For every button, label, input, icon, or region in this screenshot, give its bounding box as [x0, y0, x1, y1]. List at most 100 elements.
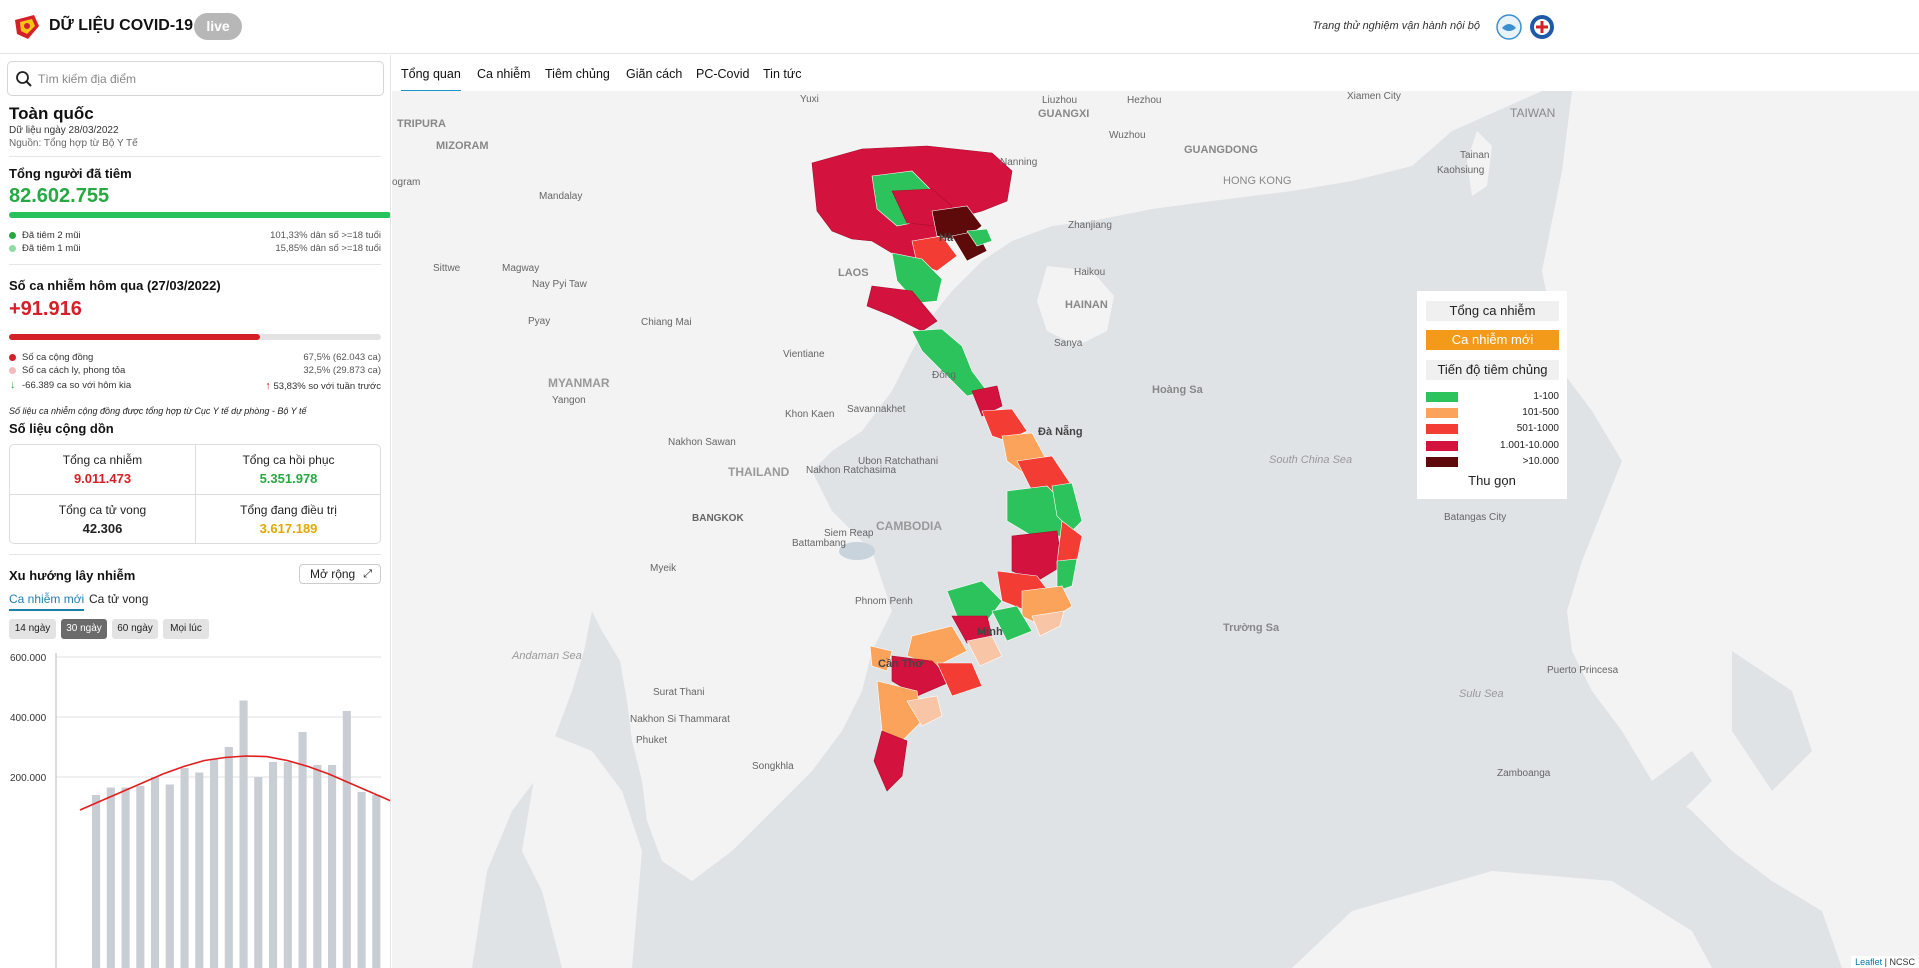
map-attribution: Leaflet | NCSC [1851, 956, 1919, 968]
tab-pc-covid[interactable]: PC-Covid [696, 67, 750, 81]
chart-bar[interactable] [92, 795, 101, 968]
divider [9, 156, 381, 157]
tab-new-cases[interactable]: Ca nhiễm mới [9, 592, 85, 611]
map-label: Myeik [650, 563, 677, 574]
legend-dot [9, 354, 16, 361]
range-60-days[interactable]: 60 ngày [112, 619, 158, 639]
map-label: Hoàng Sa [1152, 384, 1204, 396]
chart-bar[interactable] [328, 765, 337, 968]
chart-bar[interactable] [372, 795, 381, 968]
chart-bar[interactable] [298, 732, 307, 968]
chart-bar[interactable] [210, 759, 219, 968]
map-label: Đà Nẵng [1038, 425, 1083, 438]
legend-total-cases-button[interactable]: Tổng ca nhiễm [1426, 301, 1559, 321]
row-value: 15,85% dân số >=18 tuổi [275, 243, 381, 254]
expand-button[interactable]: Mở rộng ⤢ [299, 564, 381, 584]
chart-bar[interactable] [283, 762, 292, 968]
legend-swatch [1426, 392, 1458, 402]
map-label: Yuxi [800, 94, 819, 105]
stat-label: Tổng ca tử vong [58, 503, 147, 517]
chart-bar[interactable] [121, 787, 130, 968]
row-label: Đã tiêm 2 mũi [22, 230, 81, 241]
legend-vaccination-button[interactable]: Tiến độ tiêm chủng [1426, 360, 1559, 380]
map-label: Nakhon Sawan [668, 437, 736, 448]
chart-bar[interactable] [106, 787, 115, 968]
search-input[interactable] [38, 67, 368, 91]
trend-title: Xu hướng lây nhiễm [9, 568, 136, 583]
map-label: Andaman Sea [511, 650, 582, 662]
change-day: -66.389 ca so với hôm kia [22, 380, 132, 391]
infections-change-row: ↓ -66.389 ca so với hôm kia ↑ 53,83% so … [9, 379, 381, 392]
map-label: MIZORAM [436, 140, 489, 152]
map-label: Kaohsiung [1437, 165, 1484, 176]
chart-bar[interactable] [224, 747, 233, 968]
legend-label: 101-500 [1522, 407, 1559, 418]
legend-swatch [1426, 424, 1458, 434]
map-label: Haikou [1074, 267, 1105, 278]
trial-note: Trang thử nghiệm vận hành nội bộ [1312, 20, 1480, 32]
legend-collapse-button[interactable]: Thu gọn [1468, 473, 1516, 488]
map-label: CAMBODIA [876, 519, 942, 533]
map-label: Siem Reap [824, 528, 874, 539]
divider [9, 264, 381, 265]
chart-bar[interactable] [342, 711, 351, 968]
chart-bar[interactable] [269, 762, 278, 968]
chart-bar[interactable] [180, 768, 189, 968]
search-box[interactable] [7, 61, 384, 96]
trend-chart: 600.000 400.000 200.000 [10, 653, 390, 968]
range-30-days[interactable]: 30 ngày [61, 619, 107, 639]
chart-bar[interactable] [313, 765, 322, 968]
tab-deaths[interactable]: Ca tử vong [89, 592, 149, 606]
chart-bar[interactable] [165, 784, 174, 968]
map-label: HONG KONG [1223, 175, 1291, 187]
map-label: ogram [392, 177, 420, 188]
live-badge: live [194, 13, 242, 40]
tab-social-distancing[interactable]: Giãn cách [626, 67, 683, 81]
legend-swatch [1426, 441, 1458, 451]
map[interactable]: Yuxi Liuzhou GUANGXI Hezhou Xiamen City … [392, 91, 1919, 968]
stat-label: Tổng ca hồi phục [242, 453, 335, 467]
legend-item: 501-1000 [1426, 423, 1559, 435]
chart-bar[interactable] [195, 772, 204, 968]
expand-label: Mở rộng [310, 567, 356, 581]
cumulative-title: Số liệu cộng dồn [9, 421, 114, 436]
infections-row-community: Số ca cộng đồng 67,5% (62.043 ca) [9, 352, 381, 364]
chart-bar[interactable] [239, 700, 248, 968]
chart-bar[interactable] [136, 786, 145, 968]
legend-label: 1-100 [1533, 391, 1559, 402]
map-label: GUANGXI [1038, 108, 1089, 120]
row-label: Số ca cách ly, phong tỏa [22, 365, 126, 376]
logo-icon[interactable] [12, 12, 42, 42]
vaccination-progress-fill [9, 212, 390, 218]
map-label: Sanya [1054, 338, 1083, 349]
leaflet-link[interactable]: Leaflet [1855, 957, 1883, 967]
row-label: Số ca cộng đồng [22, 352, 94, 363]
change-week: 53,83% so với tuần trước [273, 381, 381, 392]
map-label: Yangon [552, 395, 586, 406]
row-label: Đã tiêm 1 mũi [22, 243, 81, 254]
chart-bar[interactable] [254, 777, 263, 968]
map-label: Zamboanga [1497, 768, 1551, 779]
range-all-time[interactable]: Mọi lúc [163, 619, 209, 639]
legend-dot [9, 245, 16, 252]
map-label: Nakhon Ratchasima [806, 465, 896, 476]
chart-bar[interactable] [151, 777, 160, 968]
app-header: DỮ LIỆU COVID-19 live Trang thử nghiệm v… [0, 0, 1919, 54]
row-value: 32,5% (29.873 ca) [303, 365, 381, 376]
legend-new-cases-button[interactable]: Ca nhiễm mới [1426, 330, 1559, 350]
map-label: Surat Thani [653, 687, 705, 698]
tab-news[interactable]: Tin tức [763, 67, 802, 81]
map-label: Nakhon Si Thammarat [630, 714, 730, 725]
tab-overview[interactable]: Tổng quan [401, 67, 461, 93]
map-canvas[interactable]: Yuxi Liuzhou GUANGXI Hezhou Xiamen City … [392, 91, 1919, 968]
tab-vaccination[interactable]: Tiêm chủng [545, 67, 610, 81]
map-label: Puerto Princesa [1547, 665, 1619, 676]
tab-infections[interactable]: Ca nhiễm [477, 67, 531, 81]
health-ministry-emblem-icon [1530, 15, 1554, 39]
region-title: Toàn quốc [9, 104, 94, 123]
infections-note: Số liệu ca nhiễm cộng đồng được tổng hợp… [9, 406, 307, 416]
map-label: Battambang [792, 538, 846, 549]
stat-value: 3.617.189 [259, 521, 318, 536]
chart-bar[interactable] [357, 792, 366, 968]
range-14-days[interactable]: 14 ngày [9, 619, 56, 639]
